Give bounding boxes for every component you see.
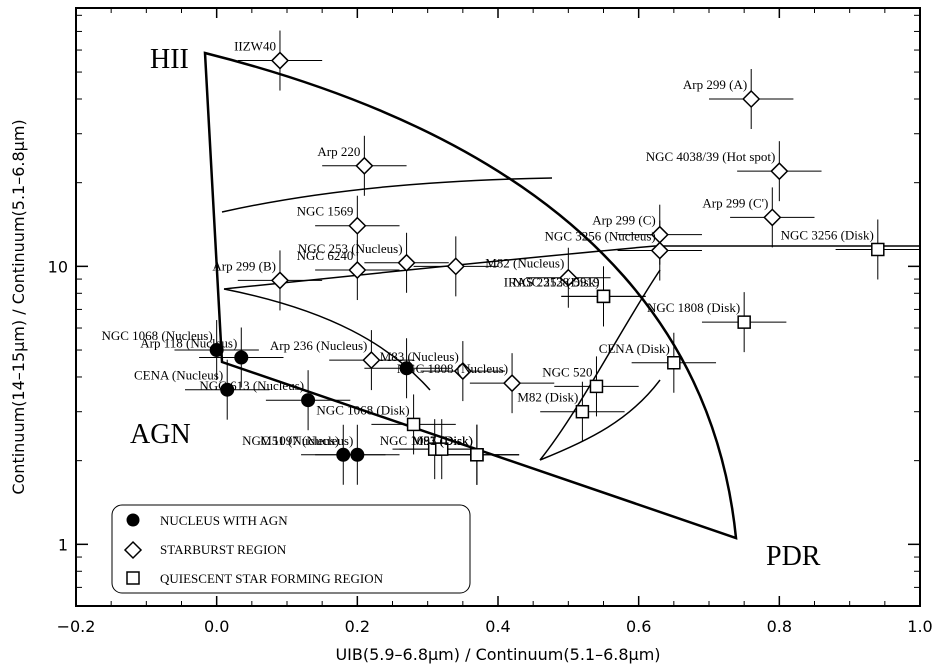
quiescent-point [596,289,611,304]
point-label: CENA (Disk) [599,341,670,356]
diagram-inner-lower [223,288,431,391]
x-axis-label: UIB(5.9–6.8μm) / Continuum(5.1–6.8μm) [335,645,660,664]
point-label: IIZW40 [234,39,276,54]
agn-nucleus-point [336,447,351,462]
point-label: NGC 253 (Disk) [513,274,600,289]
point-label: Arp 299 (C) [592,213,656,228]
x-tick-label: 0.8 [767,617,792,636]
point-label: NGC 253 (Nucleus) [298,241,403,256]
quiescent-point [589,379,604,394]
data-markers [209,51,885,462]
quiescent-point [737,315,751,329]
quiescent-point [406,417,421,432]
point-label: NGC 520 [542,364,592,379]
region-label-pdr: PDR [766,541,821,572]
starburst-point [355,156,374,175]
mixing-diagram [203,51,920,540]
legend-entry-starburst: STARBURST REGION [160,542,287,557]
point-labels: NGC 1068 (Nucleus)Arp 118 (Nucleus) CENA … [101,39,873,448]
quiescent-point [434,442,449,456]
starburst-point [348,260,367,280]
starburst-point [362,351,381,370]
diagram-inner-right [539,269,661,461]
starburst-point [559,268,578,287]
x-tick-label: 1.0 [907,617,932,636]
quiescent-point [470,448,484,462]
agn-nucleus-point [399,361,414,376]
agn-nucleus-point [234,350,249,365]
agn-nucleus-point [301,393,316,408]
point-label: CENA (Nucleus) [134,368,223,383]
starburst-point [503,374,522,393]
point-label: M83 (Nucleus) [380,349,459,364]
starburst-point [397,253,416,272]
point-label: M51 (Disk) [412,433,473,448]
point-label: NGC 1068 (Disk) [316,402,409,417]
point-label: NGC 6240 [297,248,354,263]
point-label: NGC 1097 (Disk) [380,433,473,448]
x-tick-label: 0.6 [626,617,651,636]
starburst-point [270,271,290,290]
starburst-point [650,241,669,260]
point-label: M83 (Disk) [412,433,473,448]
point-label: NGC 3256 (Disk) [781,227,874,242]
legend-box [111,504,471,594]
x-tick-label: 0.2 [345,617,370,636]
region-label-hii: HII [150,44,189,75]
legend-square-marker [126,571,140,585]
point-label: NGC 613 (Nucleus) [199,378,304,393]
quiescent-point [871,242,885,257]
legend: NUCLEUS WITH AGN STARBURST REGION QUIESC… [111,504,471,594]
y-tick-label: 1 [58,535,68,554]
legend-diamond-marker [123,540,143,560]
x-axis-ticks: −0.2 0.0 0.2 0.4 0.6 0.8 1.0 [57,8,933,636]
point-label: NGC 4038/39 (Hot spot) [646,149,776,164]
point-label: Arp 236 (Nucleus) [270,338,367,353]
point-label: NGC 1808 (Nucleus) [397,361,508,376]
region-label-agn: AGN [130,419,191,450]
starburst-point [742,89,761,109]
starburst-point [348,216,367,235]
point-label: NGC 1097 (Nucleus) [242,433,353,448]
starburst-point [453,362,472,381]
point-label: NGC 1569 [297,204,354,219]
point-label: M51 (Nucleus) [260,433,339,448]
legend-entry-agn: NUCLEUS WITH AGN [160,513,288,528]
y-tick-label: 10 [48,257,68,276]
point-label: NGC 3256 (Nucleus) [545,229,656,244]
agn-nucleus-point [350,447,365,462]
y-axis-ticks: 1 10 [48,14,920,607]
point-label: Arp 118 (Nucleus) [140,336,237,351]
agn-nucleus-point [209,343,224,358]
point-label: Arp 299 (B) [212,258,276,273]
point-label: NGC 1068 (Nucleus) [101,328,212,343]
x-tick-label: 0.4 [485,617,510,636]
agn-nucleus-point [220,382,235,397]
diagram-inner-low2 [539,379,661,461]
y-axis-label: Continuum(14–15μm) / Continuum(5.1–6.8μm… [9,119,28,494]
x-tick-label: −0.2 [57,617,96,636]
point-label: Arp 220 [317,144,360,159]
legend-entry-quiescent: QUIESCENT STAR FORMING REGION [160,571,384,586]
starburst-point [446,257,465,276]
point-label: M82 (Disk) [517,390,578,405]
starburst-point [270,51,290,70]
legend-circle-marker [126,513,140,527]
quiescent-point [667,356,681,370]
starburst-point [770,162,789,181]
x-tick-label: 0.0 [204,617,229,636]
point-label: IRAS 23128-5919 [504,274,600,289]
diagram-outer-boundary [203,51,738,540]
starburst-point [763,208,782,227]
quiescent-point [575,404,590,419]
point-label: M82 (Nucleus) [485,256,564,271]
point-label: Arp 299 (A) [683,77,747,92]
point-label: NGC 1808 (Disk) [647,300,740,315]
point-label: Arp 299 (C') [702,195,768,210]
diagram-inner-upper [221,177,553,213]
